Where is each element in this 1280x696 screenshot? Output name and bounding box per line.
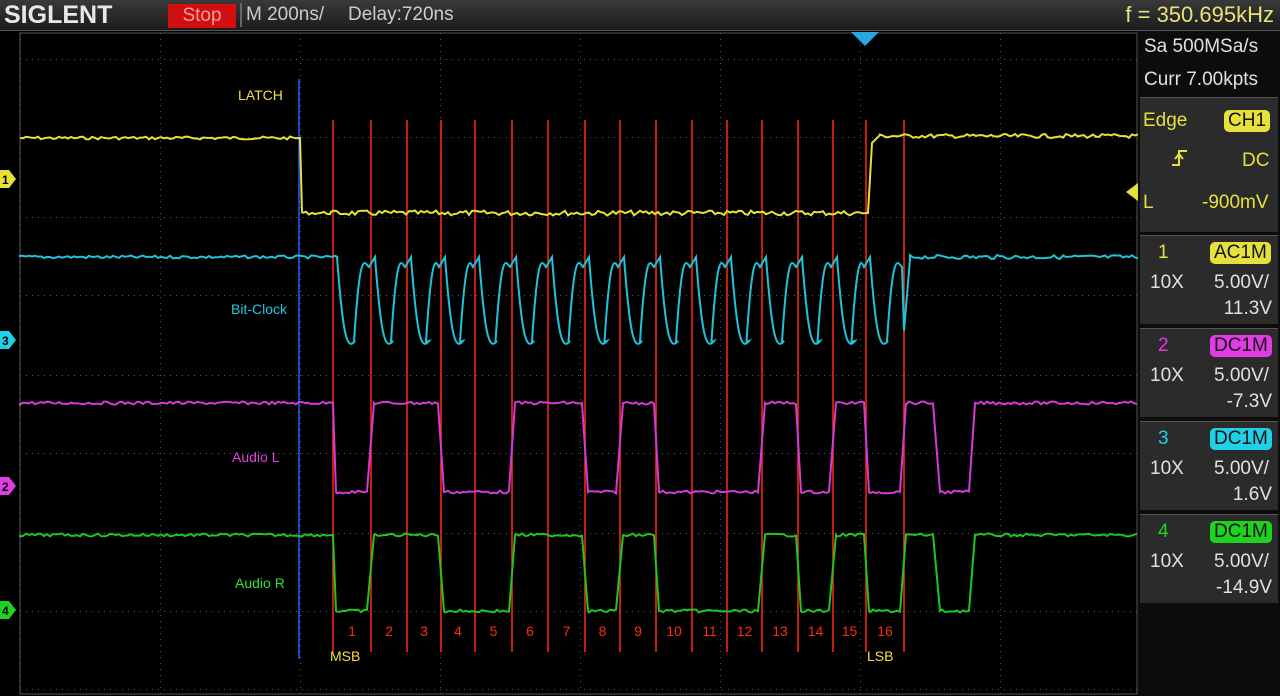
channel-number: 1	[1158, 242, 1169, 263]
channel-4-box[interactable]: 4 DC1M 10X 5.00V/ -14.9V	[1140, 514, 1278, 603]
ch2-marker-label: 2	[2, 480, 9, 494]
vertical-scale: 5.00V/	[1214, 365, 1269, 386]
channel-3-trace	[19, 253, 1138, 345]
trigger-box[interactable]: Edge CH1 DC L -900mV	[1140, 97, 1278, 232]
channel-number: 4	[1158, 521, 1169, 542]
channel-1-box[interactable]: 1 AC1M 10X 5.00V/11.3V	[1140, 235, 1278, 324]
frequency-counter: f = 350.695kHz	[1125, 2, 1274, 27]
waveform-plot[interactable]: 1 3 2 4 LATCH Bit-Clock Audio L Audio R …	[0, 31, 1138, 696]
bit-number: 10	[666, 623, 682, 639]
delay-readout[interactable]: Delay:720ns	[348, 4, 454, 25]
channel-number: 3	[1158, 428, 1169, 449]
bit-number: 12	[737, 623, 753, 639]
vertical-scale: 5.00V/	[1214, 551, 1269, 572]
timebase-readout[interactable]: M 200ns/	[246, 4, 325, 25]
run-stop-status[interactable]: Stop	[168, 4, 236, 28]
trigger-level-marker[interactable]	[1126, 183, 1138, 201]
bit-number: 5	[490, 623, 498, 639]
sample-rate: Sa 500MSa/s	[1144, 36, 1259, 57]
probe-attenuation: 10X	[1150, 551, 1184, 572]
memory-depth: Curr 7.00kpts	[1144, 69, 1259, 90]
trigger-source-badge[interactable]: CH1	[1224, 110, 1271, 132]
bit-number: 7	[563, 623, 571, 639]
ch1-marker-label: 1	[2, 173, 9, 187]
trigger-coupling: DC	[1242, 150, 1270, 171]
ch4-marker-label: 4	[2, 604, 9, 618]
bit-number: 9	[634, 623, 642, 639]
channel-2-trace	[19, 400, 1138, 496]
bit-number: 3	[420, 623, 428, 639]
channel-coupling-badge[interactable]: AC1M	[1210, 242, 1271, 264]
bit-clock-label: Bit-Clock	[231, 301, 288, 317]
trigger-level-prefix: L	[1143, 192, 1154, 213]
channel-coupling-badge[interactable]: DC1M	[1210, 521, 1272, 543]
trigger-position-marker	[851, 32, 879, 46]
channel-4-marker[interactable]: 4	[0, 601, 16, 619]
audio-r-label: Audio R	[235, 575, 285, 591]
bit-number: 2	[385, 623, 393, 639]
probe-attenuation: 10X	[1150, 365, 1184, 386]
bit-marker-lines	[332, 120, 905, 652]
vertical-offset: -7.3V	[1226, 391, 1272, 412]
ch3-marker-label: 3	[2, 334, 9, 348]
vertical-scale: 5.00V/	[1214, 272, 1269, 293]
divider	[240, 3, 242, 27]
vertical-offset: 1.6V	[1232, 484, 1272, 505]
channel-1-marker[interactable]: 1	[0, 170, 16, 188]
channel-1-trace	[19, 132, 1138, 217]
bit-number: 1	[348, 623, 356, 639]
top-status-bar: SIGLENT Stop M 200ns/ Delay:720ns f = 35…	[0, 0, 1280, 31]
channel-number: 2	[1158, 335, 1169, 356]
channel-3-box[interactable]: 3 DC1M 10X 5.00V/1.6V	[1140, 421, 1278, 510]
channel-2-marker[interactable]: 2	[0, 477, 16, 495]
latch-label: LATCH	[238, 87, 283, 103]
waveform-display[interactable]: 1 3 2 4 LATCH Bit-Clock Audio L Audio R …	[0, 31, 1138, 696]
brand-logo: SIGLENT	[4, 1, 113, 29]
channel-coupling-badge[interactable]: DC1M	[1210, 335, 1272, 357]
bit-number: 14	[808, 623, 824, 639]
bit-number: 16	[877, 623, 893, 639]
audio-l-label: Audio L	[232, 449, 280, 465]
bit-number: 4	[454, 623, 462, 639]
vertical-offset: -14.9V	[1216, 577, 1272, 598]
probe-attenuation: 10X	[1150, 272, 1184, 293]
bit-number-labels: 1 2 3 4 5 6 7 8 9 10 11 12 13 14 15 16	[348, 623, 893, 639]
rising-edge-icon	[1170, 148, 1190, 168]
settings-panel: Sa 500MSa/s Curr 7.00kpts Edge CH1 DC L …	[1138, 31, 1280, 696]
bit-number: 8	[599, 623, 607, 639]
vertical-offset: 11.3V	[1223, 298, 1272, 319]
channel-2-box[interactable]: 2 DC1M 10X 5.00V/ -7.3V	[1140, 328, 1278, 417]
msb-label: MSB	[330, 648, 360, 664]
channel-3-marker[interactable]: 3	[0, 331, 16, 349]
bit-number: 6	[526, 623, 534, 639]
lsb-label: LSB	[867, 648, 893, 664]
channel-coupling-badge[interactable]: DC1M	[1210, 428, 1272, 450]
channel-4-trace	[19, 532, 1138, 614]
bit-number: 11	[702, 623, 717, 639]
probe-attenuation: 10X	[1150, 458, 1184, 479]
bit-number: 13	[772, 623, 788, 639]
trigger-level: -900mV	[1202, 192, 1269, 213]
vertical-scale: 5.00V/	[1214, 458, 1269, 479]
bit-number: 15	[842, 623, 858, 639]
trigger-type: Edge	[1143, 110, 1188, 131]
